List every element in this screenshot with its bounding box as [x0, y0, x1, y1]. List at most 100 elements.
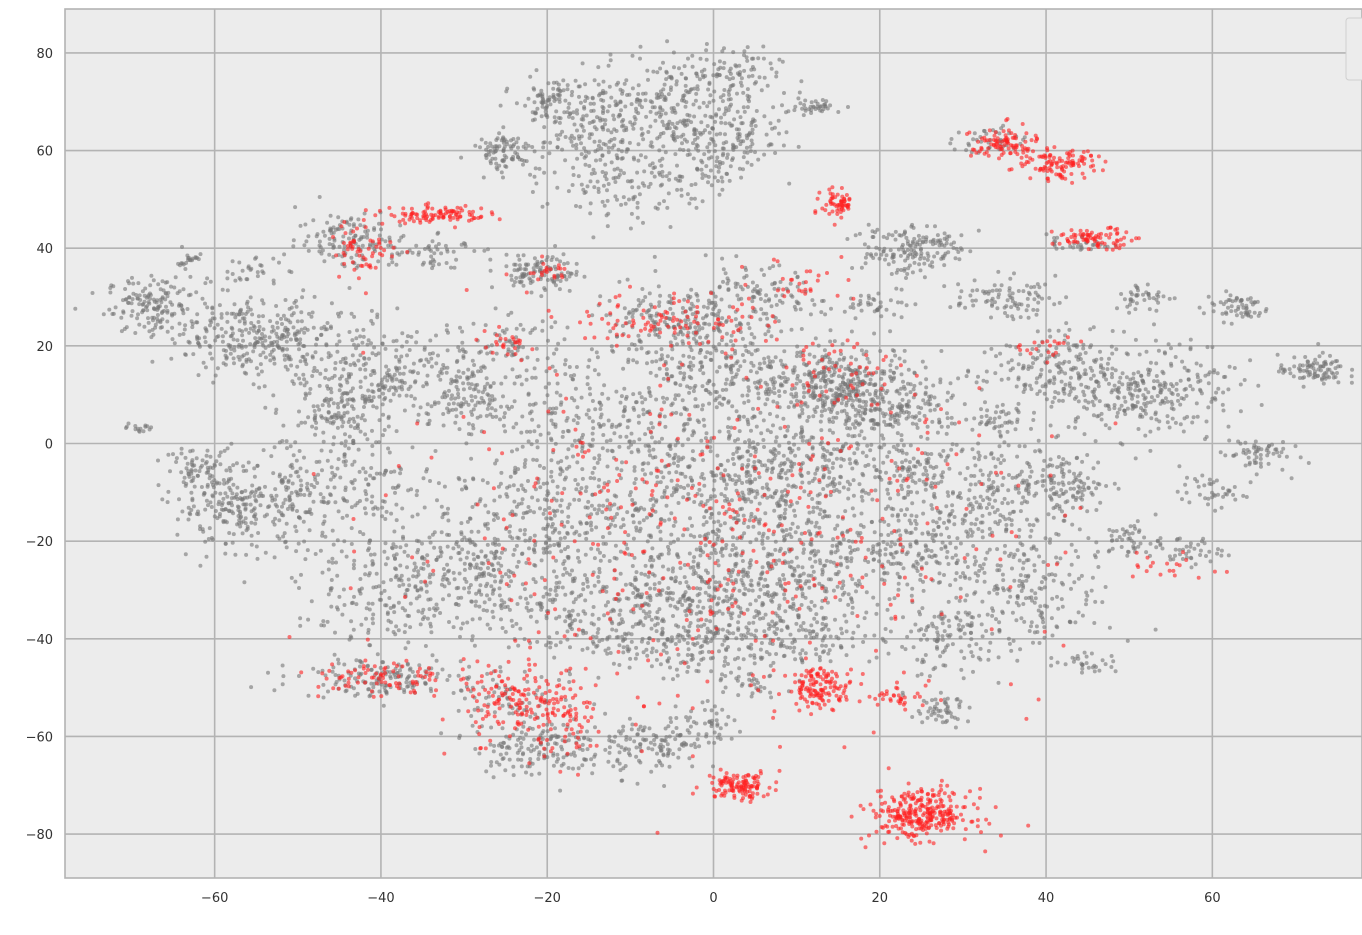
- scatter-point: [460, 621, 465, 626]
- scatter-point: [499, 617, 503, 622]
- scatter-point: [160, 497, 165, 502]
- scatter-point: [197, 342, 202, 347]
- scatter-point: [603, 122, 607, 127]
- scatter-point: [557, 93, 562, 98]
- scatter-point: [584, 412, 589, 417]
- scatter-point: [836, 110, 841, 114]
- scatter-point: [506, 645, 511, 650]
- scatter-point: [360, 413, 365, 418]
- scatter-point: [470, 398, 474, 403]
- scatter-point: [150, 327, 155, 332]
- scatter-point: [386, 424, 391, 429]
- scatter-point: [457, 736, 462, 740]
- scatter-point: [370, 428, 374, 433]
- scatter-point: [669, 720, 673, 724]
- scatter-point: [638, 724, 643, 729]
- scatter-point: [337, 339, 342, 344]
- scatter-point: [588, 476, 593, 480]
- scatter-point: [640, 400, 645, 405]
- scatter-point: [356, 447, 361, 452]
- scatter-point: [372, 227, 377, 232]
- scatter-point: [510, 509, 515, 514]
- scatter-point: [345, 513, 349, 518]
- scatter-point: [374, 405, 379, 410]
- scatter-point: [588, 101, 593, 106]
- scatter-point: [712, 730, 717, 735]
- scatter-point: [607, 559, 612, 563]
- scatter-point: [347, 374, 351, 379]
- scatter-point: [664, 367, 669, 372]
- scatter-point: [567, 609, 572, 614]
- scatter-point: [600, 391, 605, 396]
- scatter-point: [547, 598, 552, 602]
- scatter-point: [345, 410, 350, 415]
- scatter-point: [489, 763, 493, 768]
- scatter-point: [592, 702, 597, 707]
- scatter-point: [565, 531, 570, 536]
- scatter-point: [580, 748, 585, 752]
- scatter-point: [703, 113, 708, 118]
- scatter-point: [202, 491, 207, 496]
- scatter-point: [388, 670, 393, 675]
- scatter-point: [715, 723, 720, 728]
- scatter-point: [606, 63, 611, 68]
- scatter-point: [326, 377, 331, 382]
- scatter-point: [549, 469, 554, 474]
- scatter-point: [782, 91, 786, 95]
- scatter-point: [692, 430, 697, 435]
- scatter-point: [548, 543, 553, 548]
- scatter-point: [304, 380, 309, 385]
- scatter-point: [336, 411, 341, 415]
- scatter-point: [311, 666, 316, 671]
- scatter-point: [554, 643, 558, 648]
- scatter-point: [564, 455, 569, 460]
- scatter-point: [631, 405, 636, 410]
- scatter-point: [713, 294, 718, 299]
- scatter-point: [360, 393, 365, 398]
- scatter-point: [531, 274, 536, 279]
- scatter-point: [698, 348, 703, 352]
- scatter-point: [530, 190, 535, 194]
- scatter-point: [341, 234, 346, 239]
- scatter-point: [577, 136, 582, 141]
- scatter-point: [293, 579, 298, 584]
- scatter-point: [750, 142, 755, 146]
- scatter-point: [394, 366, 399, 371]
- scatter-point: [326, 592, 331, 597]
- scatter-point: [323, 534, 328, 539]
- scatter-point: [623, 201, 628, 206]
- scatter-point: [377, 387, 382, 392]
- scatter-point: [244, 468, 249, 473]
- scatter-point: [630, 86, 635, 91]
- scatter-point: [587, 358, 592, 363]
- scatter-point: [485, 608, 489, 613]
- scatter-point: [245, 277, 250, 282]
- scatter-point: [535, 688, 540, 693]
- scatter-point: [469, 599, 474, 604]
- scatter-point: [376, 259, 381, 264]
- scatter-point: [545, 115, 550, 119]
- scatter-point: [547, 536, 552, 541]
- scatter-point: [145, 424, 150, 429]
- scatter-point: [566, 447, 571, 452]
- scatter-point: [693, 182, 698, 187]
- scatter-point: [358, 499, 362, 503]
- scatter-point: [774, 74, 779, 79]
- scatter-point: [761, 44, 766, 49]
- scatter-point: [266, 505, 270, 510]
- scatter-point: [280, 322, 284, 326]
- scatter-point: [323, 673, 328, 678]
- scatter-point: [606, 396, 611, 401]
- scatter-point: [302, 383, 307, 388]
- scatter-point: [223, 491, 228, 496]
- scatter-point: [136, 281, 141, 286]
- scatter-point: [420, 541, 424, 546]
- scatter-point: [289, 490, 294, 495]
- scatter-point: [504, 252, 509, 257]
- scatter-point: [317, 249, 322, 254]
- scatter-point: [285, 446, 289, 451]
- scatter-point: [268, 358, 273, 363]
- scatter-point: [629, 727, 634, 732]
- scatter-point: [133, 427, 138, 432]
- scatter-point: [210, 356, 214, 361]
